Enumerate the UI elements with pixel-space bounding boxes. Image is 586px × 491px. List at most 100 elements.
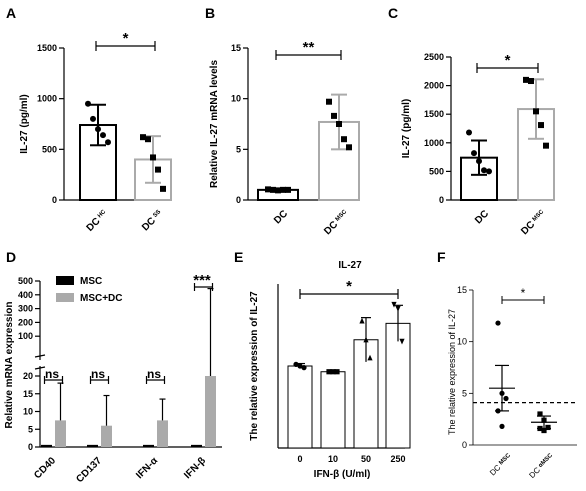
axis-break-mark: [34, 354, 46, 358]
data-point: [331, 112, 337, 119]
y-axis-title: IL-27 (pg/ml): [19, 94, 30, 153]
data-point: [341, 136, 347, 143]
y-tick-label: 1000: [37, 94, 57, 104]
category-label: CD40: [32, 455, 58, 481]
data-point: [503, 395, 509, 402]
data-point: [336, 121, 342, 127]
y-tick-label: 5: [28, 424, 33, 434]
bar: [320, 371, 346, 449]
panel-letter-b: B: [205, 5, 215, 21]
y-tick-label: 400: [18, 290, 33, 300]
data-point: [140, 134, 146, 141]
data-point: [100, 132, 106, 139]
chart-panel-a: 0 500 1000 1500 DCHC DCSS * IL-27 (pg/ml): [19, 30, 172, 234]
data-point: [391, 301, 397, 308]
bar-msc: [143, 444, 154, 447]
data-point: [280, 186, 286, 193]
bar: [287, 365, 313, 449]
category-label: DCSS: [140, 208, 165, 233]
y-axis-title: Relative mRNA expression: [4, 302, 15, 429]
x-tick-label: 250: [390, 454, 405, 464]
data-point: [523, 76, 529, 83]
y-tick-label: 5: [462, 388, 467, 398]
bar-msc: [41, 444, 52, 447]
significance-label: ns: [91, 367, 105, 381]
data-point: [160, 185, 166, 192]
y-axis-title: The relative expression of IL-27: [447, 309, 457, 435]
y-tick-label: 15: [23, 389, 33, 399]
data-point: [265, 186, 271, 193]
data-point: [90, 115, 96, 122]
category-label: DCHC: [85, 208, 111, 234]
y-tick-label: 20: [23, 371, 33, 381]
y-tick-label: 5: [236, 144, 241, 154]
data-point: [293, 361, 299, 367]
category-label: DC: [473, 208, 491, 226]
category-label: DCMSC: [322, 208, 351, 237]
data-point: [543, 142, 549, 149]
data-point: [326, 98, 332, 105]
chart-panel-c: 0 500 1000 1500 2000 2500 DC DCMSC * IL-27 (pg/ml…: [401, 52, 555, 237]
y-tick-label: 500: [429, 166, 444, 176]
data-point: [270, 186, 276, 193]
data-point: [528, 78, 534, 85]
data-point: [346, 144, 352, 151]
significance-bracket-label: *: [505, 52, 511, 69]
y-tick-label: 100: [18, 331, 33, 341]
data-point: [541, 417, 547, 423]
y-tick-label: 15: [457, 285, 467, 295]
chart-panel-e: IL-27 0 10 50 250 * IFN-β (U/ml) The relative e…: [249, 260, 411, 480]
data-point: [537, 411, 543, 417]
chart-title: IL-27: [338, 260, 362, 271]
legend-label-msc: MSC: [80, 276, 102, 287]
significance-label: ***: [193, 272, 211, 289]
bar-msc: [191, 444, 202, 447]
significance-label: *: [521, 286, 526, 300]
x-tick-label: 50: [361, 454, 371, 464]
y-tick-label: 300: [18, 304, 33, 314]
y-tick-label: 200: [18, 317, 33, 327]
data-point: [466, 129, 472, 136]
y-tick-label: 1500: [37, 43, 57, 53]
data-point: [105, 139, 111, 146]
chart-panel-b: 0 5 10 15 DC DCMSC ** Relative IL-27 mRNA level…: [209, 39, 360, 237]
data-point: [399, 338, 405, 345]
data-point: [495, 320, 501, 326]
y-tick-label: 2000: [424, 81, 444, 91]
category-label: DCMSC: [519, 208, 548, 237]
bar-msc-dc: [55, 420, 66, 447]
data-point: [326, 369, 332, 375]
legend-swatch-msc-dc: [56, 293, 74, 302]
data-point: [301, 365, 307, 371]
data-point: [395, 306, 401, 312]
data-point: [359, 317, 365, 324]
panel-letter-f: F: [437, 249, 446, 265]
y-tick-label: 10: [23, 407, 33, 417]
category-label: DCMSC: [488, 452, 514, 478]
data-point: [367, 354, 373, 361]
data-point: [499, 423, 505, 429]
data-point: [486, 168, 492, 175]
y-tick-label: 10: [457, 337, 467, 347]
y-tick-label: 2500: [424, 52, 444, 62]
chart-panel-d: 0 5 10 15 20 100 200 300 400 500 CD40 ns CD137 ns IFN-…: [4, 272, 222, 485]
data-point: [150, 154, 156, 161]
data-point: [481, 167, 487, 174]
data-point: [476, 158, 482, 165]
category-label: DC: [272, 208, 290, 226]
data-point: [533, 108, 539, 115]
bar-msc: [87, 444, 98, 447]
panel-letter-e: E: [234, 249, 243, 265]
x-axis-title: IFN-β (U/ml): [314, 469, 371, 480]
significance-label: ns: [147, 367, 161, 381]
y-tick-label: 0: [52, 195, 57, 205]
chart-panel-f: 0 5 10 15 DCMSC DCαMSC * The relative expressio…: [447, 285, 577, 480]
data-point: [538, 122, 544, 129]
data-point: [495, 408, 501, 414]
panel-letter-a: A: [6, 5, 16, 21]
data-point: [334, 369, 340, 375]
bar: [385, 322, 411, 449]
category-label: IFN-β: [182, 455, 208, 481]
data-point: [95, 126, 101, 133]
